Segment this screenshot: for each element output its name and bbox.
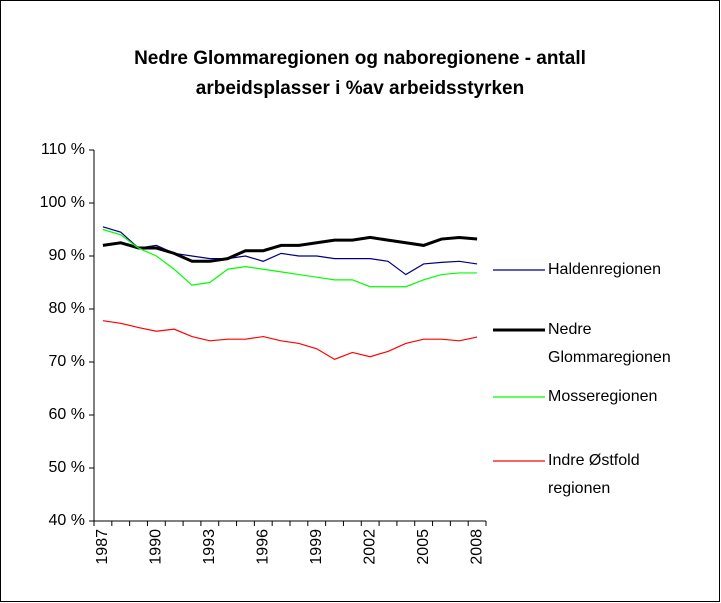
y-tick-label: 100 % xyxy=(40,194,85,211)
x-tick-label: 1993 xyxy=(201,529,218,565)
x-tick-label: 2002 xyxy=(361,529,378,565)
x-tick-label: 1987 xyxy=(94,529,111,565)
y-tick-label: 80 % xyxy=(49,300,85,317)
y-tick-label: 110 % xyxy=(41,141,85,158)
y-tick-label: 90 % xyxy=(49,247,85,264)
series-line xyxy=(102,235,478,263)
legend-label: Nedre Glommaregionen xyxy=(548,321,671,366)
y-tick-label: 70 % xyxy=(49,353,85,370)
x-tick-label: 1990 xyxy=(148,529,165,565)
y-tick-label: 60 % xyxy=(49,406,85,423)
x-tick-label: 2005 xyxy=(415,529,432,565)
chart-title: Nedre Glommaregionen og naboregionene - … xyxy=(134,48,586,99)
series-line xyxy=(102,228,478,288)
y-tick-label: 50 % xyxy=(49,459,85,476)
x-tick-label: 1996 xyxy=(254,529,271,565)
x-tick-label: 2008 xyxy=(468,529,485,565)
legend-label: Indre Østfold regionen xyxy=(548,452,640,497)
x-tick-label: 1999 xyxy=(308,529,325,565)
y-tick-label: 40 % xyxy=(49,512,85,529)
series-line xyxy=(102,320,478,361)
legend-label: Haldenregionen xyxy=(548,261,661,278)
legend-label: Mosseregionen xyxy=(548,388,658,405)
